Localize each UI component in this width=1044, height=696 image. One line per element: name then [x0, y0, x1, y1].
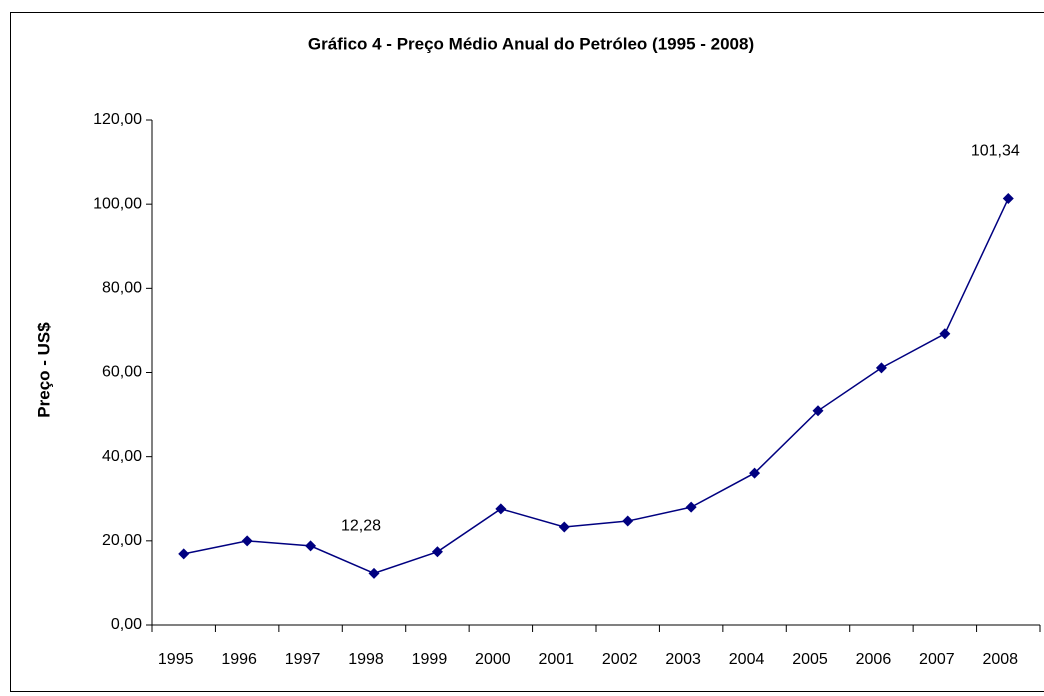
y-tick-label: 0,00	[111, 616, 142, 633]
data-line	[183, 198, 1009, 575]
x-tick-label: 1999	[412, 651, 448, 668]
x-tick-label: 2006	[856, 651, 892, 668]
chart-border	[10, 12, 1044, 692]
data-point	[305, 540, 317, 552]
data-point	[431, 546, 443, 558]
data-point	[558, 521, 570, 533]
x-tick-label: 2008	[982, 651, 1018, 668]
y-tick-label: 40,00	[102, 448, 142, 465]
x-tick-label: 1996	[221, 651, 257, 668]
data-point	[875, 362, 887, 374]
data-label: 101,34	[971, 143, 1020, 160]
x-tick-label: 2002	[602, 651, 638, 668]
y-tick-label: 80,00	[102, 280, 142, 297]
data-point	[622, 515, 634, 527]
x-tick-label: 2000	[475, 651, 511, 668]
x-tick-label: 1998	[348, 651, 384, 668]
y-tick-label: 20,00	[102, 532, 142, 549]
y-tick-label: 120,00	[93, 111, 142, 128]
x-tick-label: 2001	[538, 651, 574, 668]
data-point	[749, 467, 761, 479]
data-point	[939, 328, 951, 340]
x-tick-label: 2003	[665, 651, 701, 668]
data-label: 12,28	[341, 518, 381, 535]
data-point	[368, 567, 380, 579]
x-tick-label: 2005	[792, 651, 828, 668]
data-point	[812, 405, 824, 417]
x-tick-label: 1995	[158, 651, 194, 668]
y-tick-label: 60,00	[102, 364, 142, 381]
chart-title: Gráfico 4 - Preço Médio Anual do Petróle…	[308, 34, 754, 53]
x-tick-label: 2007	[919, 651, 955, 668]
data-point	[178, 548, 190, 560]
data-point	[1002, 193, 1014, 205]
x-tick-label: 2004	[729, 651, 765, 668]
y-axis-label: Preço - US$	[34, 322, 53, 418]
data-point	[685, 501, 697, 513]
x-tick-label: 1997	[285, 651, 321, 668]
data-point	[241, 535, 253, 547]
y-tick-label: 100,00	[93, 195, 142, 212]
data-point	[495, 503, 507, 515]
